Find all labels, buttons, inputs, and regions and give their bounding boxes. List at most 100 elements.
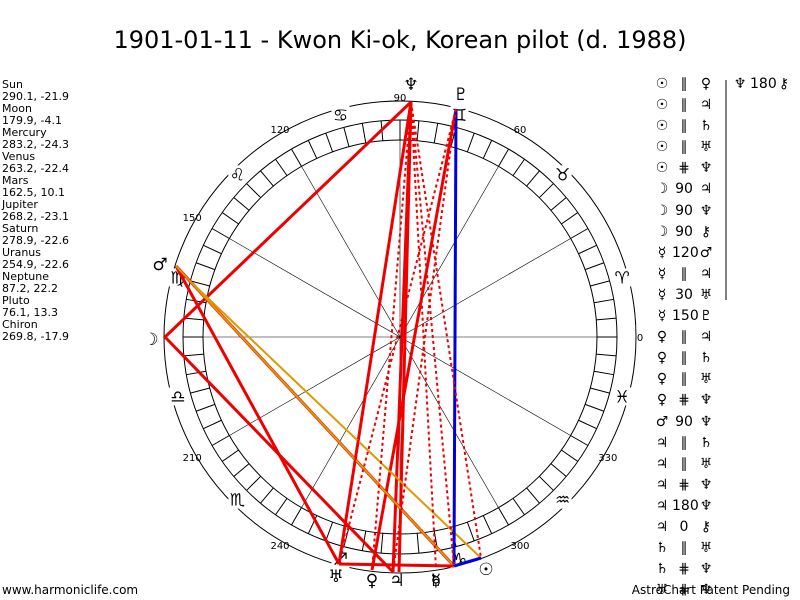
ring-tick bbox=[593, 298, 614, 304]
aspect-row: ♀ ∥ ♄ bbox=[652, 350, 716, 371]
aspect-part: 90 bbox=[675, 223, 693, 240]
aspect-part: ∥ bbox=[680, 434, 688, 451]
aspect-part: 90 bbox=[675, 413, 693, 430]
planet-coords: 290.1, -21.9 bbox=[2, 90, 69, 103]
aspect-part: ∥ bbox=[680, 371, 688, 388]
zodiac-sign: ♎ bbox=[170, 388, 185, 408]
planet-name: Moon bbox=[2, 102, 32, 115]
planet-coords: 263.2, -22.4 bbox=[2, 162, 69, 175]
spoke bbox=[399, 238, 571, 338]
ring-tick bbox=[291, 507, 302, 526]
aspect-part: ♀ bbox=[656, 392, 668, 409]
aspect-row: ☉ ∥ ♀ bbox=[652, 76, 716, 97]
ring-tick bbox=[498, 507, 509, 526]
aspect-line bbox=[174, 265, 341, 565]
ring-tick bbox=[526, 170, 540, 187]
aspect-part: ♃ bbox=[655, 497, 669, 514]
aspect-part: ⋕ bbox=[678, 561, 690, 578]
aspect-part: ♄ bbox=[699, 350, 713, 367]
ring-tick bbox=[275, 158, 288, 176]
aspect-part: 120 bbox=[672, 244, 699, 261]
aspect-part: 0 bbox=[679, 518, 689, 535]
aspect-part: ∥ bbox=[680, 76, 688, 92]
ring-tick bbox=[584, 262, 605, 271]
aspect-part: ♅ bbox=[699, 286, 713, 303]
aspect-part: ⋕ bbox=[678, 476, 690, 493]
sign-bg bbox=[613, 387, 632, 406]
planet-glyph: ♂ bbox=[152, 255, 167, 275]
aspect-part: ♅ bbox=[699, 371, 713, 388]
sign-bg bbox=[553, 490, 572, 509]
degree-label: 0 bbox=[637, 333, 643, 344]
ring-tick bbox=[195, 403, 216, 412]
planet-name: Jupiter bbox=[2, 198, 38, 211]
ring-tick bbox=[596, 317, 617, 321]
aspect-part: ♆ bbox=[699, 561, 713, 578]
spoke bbox=[301, 166, 401, 338]
zodiac-sign: ♌ bbox=[230, 165, 245, 185]
aspect-part: ♃ bbox=[655, 455, 669, 472]
ring-tick bbox=[325, 132, 334, 153]
degree-label: 210 bbox=[183, 453, 202, 464]
aspect-row: ♃ ∥ ♅ bbox=[652, 456, 716, 477]
spoke bbox=[399, 166, 499, 338]
planet-glyph: ☽ bbox=[143, 330, 158, 350]
ring-tick bbox=[590, 387, 610, 394]
aspect-part: ♅ bbox=[699, 455, 713, 472]
ring-tick bbox=[233, 463, 250, 477]
planet-coords: 268.2, -23.1 bbox=[2, 210, 69, 223]
planet-glyph: ♆ bbox=[403, 75, 418, 95]
degree-label: 90 bbox=[394, 93, 407, 104]
aspect-part: ♃ bbox=[655, 476, 669, 493]
ring-tick bbox=[433, 123, 439, 144]
aspect-part: ♄ bbox=[699, 118, 713, 135]
aspect-line bbox=[175, 265, 455, 567]
footer-right: AstroChart Patent Pending bbox=[632, 583, 790, 597]
degree-label: 150 bbox=[183, 213, 202, 224]
aspect-part: ♀ bbox=[656, 329, 668, 346]
outer-circle bbox=[163, 100, 637, 574]
spoke bbox=[399, 336, 499, 508]
aspect-part: ♇ bbox=[699, 308, 713, 325]
ring-tick bbox=[512, 158, 525, 176]
aspect-part: ☿ bbox=[657, 265, 667, 282]
sign-bg bbox=[331, 105, 350, 124]
aspect-part: ♆ bbox=[699, 582, 713, 599]
aspect-part: ∥ bbox=[680, 118, 688, 135]
zodiac-sign: ♈ bbox=[615, 268, 630, 288]
aspect-part: ⚷ bbox=[700, 518, 712, 535]
aspect-row: ☽ 90 ♃ bbox=[652, 181, 716, 202]
aspect-row: ♄ ∥ ♅ bbox=[652, 540, 716, 561]
aspect-row: ☿ 120♂ bbox=[652, 245, 716, 266]
aspect-row: ♅ ⋕ ♆ bbox=[652, 582, 716, 600]
spoke bbox=[229, 238, 401, 338]
planet-list: Sun 290.1, -21.9 Moon 179.9, -4.1 Mercury 283… bbox=[2, 79, 69, 343]
ring-tick bbox=[190, 387, 210, 394]
aspect-part: 30 bbox=[675, 286, 693, 303]
ring-tick bbox=[482, 515, 493, 534]
ring-tick bbox=[596, 353, 617, 357]
aspect-row: ♃ ⋕ ♆ bbox=[652, 477, 716, 498]
ring-tick bbox=[211, 228, 230, 239]
aspect-line bbox=[337, 101, 413, 565]
planet-glyph: ♄ bbox=[428, 571, 443, 591]
ring-tick bbox=[584, 403, 605, 412]
planet-glyph: ☉ bbox=[478, 560, 493, 580]
degree-label: 300 bbox=[510, 541, 529, 552]
ring-tick bbox=[260, 170, 274, 187]
aspect-part: ∥ bbox=[680, 540, 688, 557]
ring-tick bbox=[550, 463, 567, 477]
aspect-part: ☽ bbox=[655, 202, 669, 219]
aspect-row: ♄ ⋕ ♆ bbox=[652, 561, 716, 582]
ring-tick bbox=[203, 244, 222, 255]
spoke bbox=[301, 336, 401, 508]
planet-name: Chiron bbox=[2, 318, 38, 331]
sign-bg bbox=[228, 490, 247, 509]
planet-coords: 162.5, 10.1 bbox=[2, 186, 65, 199]
zodiac-sign: ♒ bbox=[555, 491, 570, 511]
sign-bg bbox=[228, 165, 247, 184]
aspect-part: ∥ bbox=[680, 455, 688, 472]
aspect-row: ☉ ⋕ ♆ bbox=[652, 160, 716, 181]
aspect-part: ♀ bbox=[700, 76, 712, 92]
